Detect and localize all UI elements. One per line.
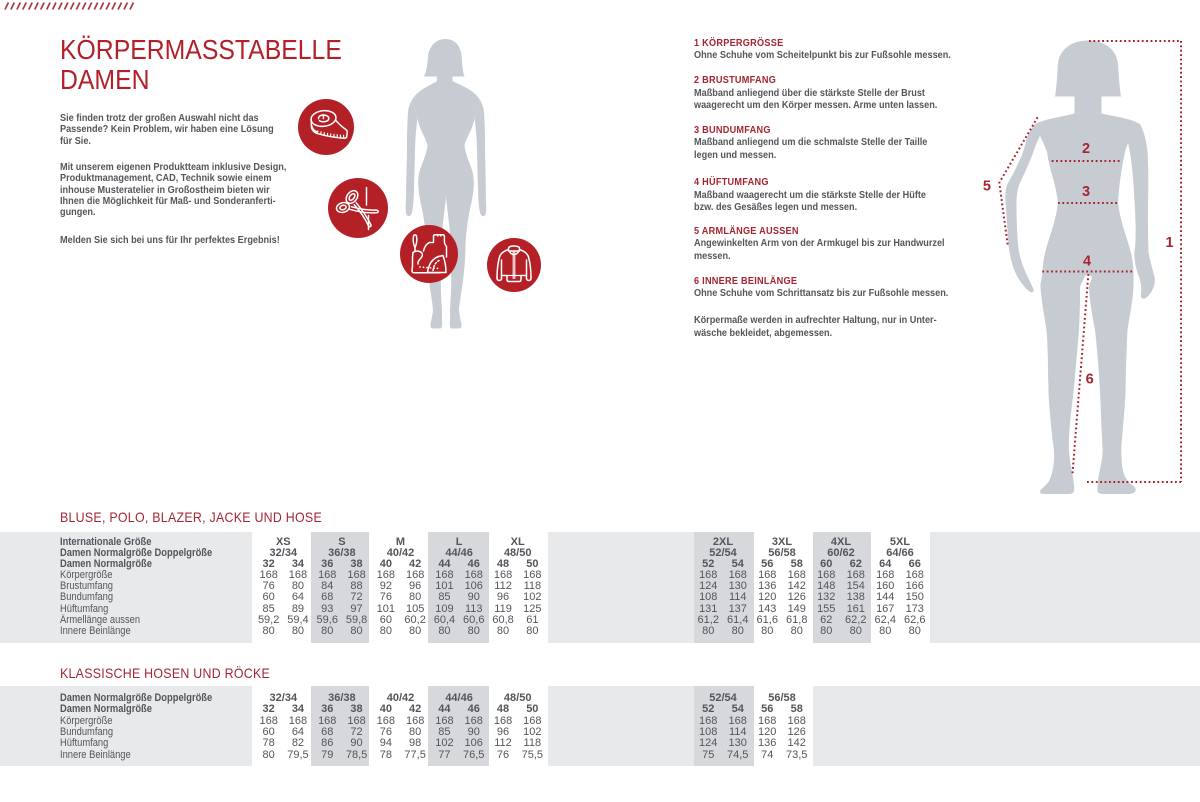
svg-text:5: 5 bbox=[983, 178, 991, 194]
svg-text:4: 4 bbox=[1083, 254, 1091, 270]
svg-text:3: 3 bbox=[1082, 184, 1090, 200]
svg-text:6: 6 bbox=[1086, 372, 1094, 388]
svg-text:1: 1 bbox=[1165, 235, 1173, 251]
svg-text:2: 2 bbox=[1082, 141, 1090, 157]
